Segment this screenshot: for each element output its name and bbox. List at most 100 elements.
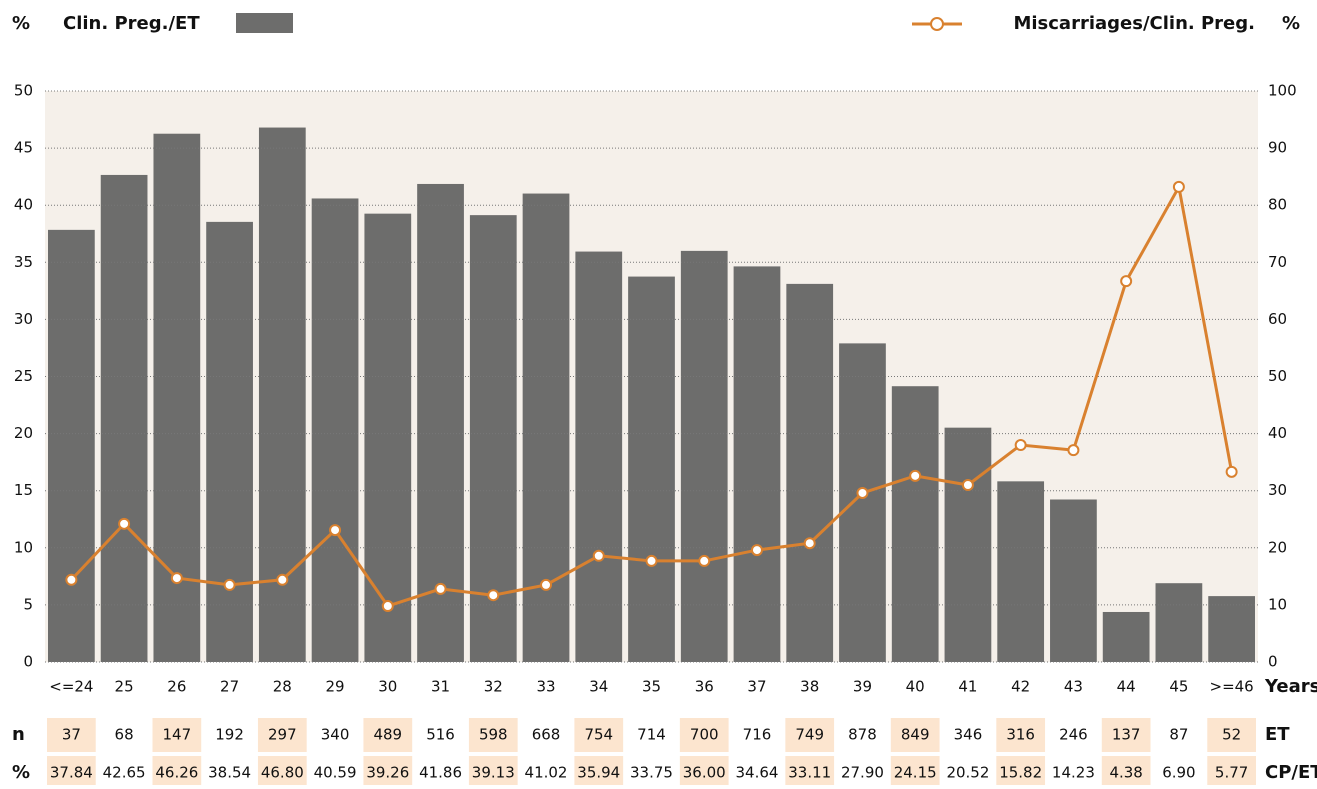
y-tick-label: 20 — [14, 424, 33, 442]
y2-tick-label: 20 — [1268, 538, 1287, 556]
table-cell: 37.84 — [50, 764, 93, 782]
table-cell: 35.94 — [577, 764, 620, 782]
legend-label: Miscarriages/Clin. Preg. — [1013, 13, 1255, 34]
line-marker — [1067, 444, 1080, 457]
y-tick-label: 15 — [14, 481, 33, 499]
y-tick-label: 40 — [14, 196, 33, 214]
table-row-label: n — [12, 724, 25, 745]
table-cell-bg — [574, 756, 624, 789]
legend-label: Clin. Preg./ET — [63, 13, 200, 34]
bar — [311, 198, 359, 662]
line-marker — [961, 478, 974, 491]
bar — [1050, 499, 1097, 662]
line-marker — [750, 544, 763, 557]
table-cell: 33.11 — [788, 764, 831, 782]
table-cell: 700 — [690, 726, 719, 744]
bar — [1155, 583, 1203, 662]
bar — [680, 250, 728, 662]
table-cell: 34.64 — [736, 764, 779, 782]
table-cell: 40.59 — [314, 764, 357, 782]
x-tick-label: 44 — [1117, 678, 1136, 696]
table-cell-bg — [1101, 756, 1151, 789]
line-marker — [329, 524, 342, 537]
y2-tick-label: 50 — [1268, 367, 1287, 385]
line-marker — [592, 549, 605, 562]
line-marker — [698, 554, 711, 567]
x-axis-label: Years — [1264, 676, 1317, 697]
table-row-label: % — [12, 762, 30, 783]
table-cell: 24.15 — [894, 764, 937, 782]
bar — [786, 283, 834, 662]
line-marker — [803, 537, 816, 550]
table-cell-bg — [363, 756, 413, 789]
bar — [733, 266, 781, 662]
table-cell: 5.77 — [1215, 764, 1248, 782]
x-tick-label: >=46 — [1210, 678, 1254, 696]
table-cell-bg — [363, 718, 413, 752]
line-marker — [1120, 275, 1133, 288]
x-tick-label: 26 — [167, 678, 186, 696]
table-cell: 4.38 — [1109, 764, 1142, 782]
table-cell: 849 — [901, 726, 930, 744]
table-cell: 15.82 — [999, 764, 1042, 782]
table-row-name: ET — [1265, 724, 1290, 745]
x-tick-label: <=24 — [49, 678, 93, 696]
x-tick-label: 33 — [536, 678, 555, 696]
legend-swatch — [236, 13, 293, 33]
x-tick-label: 27 — [220, 678, 239, 696]
table-cell-bg — [152, 718, 202, 752]
bar — [628, 276, 675, 662]
y-tick-label: 30 — [14, 310, 33, 328]
x-tick-label: 34 — [589, 678, 608, 696]
table-cell-bg — [257, 756, 307, 789]
line-marker — [540, 578, 553, 591]
bar — [997, 481, 1045, 662]
table-cell-bg — [574, 718, 624, 752]
bar — [1208, 596, 1255, 662]
bar — [891, 386, 939, 662]
table-cell-bg — [47, 718, 96, 752]
table-cell-bg — [785, 718, 835, 752]
y2-tick-label: 30 — [1268, 481, 1287, 499]
bar — [364, 213, 412, 662]
y-tick-label: 25 — [14, 367, 33, 385]
table-cell: 147 — [163, 726, 192, 744]
line-marker — [434, 582, 447, 595]
table-cell: 516 — [426, 726, 455, 744]
x-tick-label: 29 — [326, 678, 345, 696]
bar — [100, 174, 148, 662]
line-marker — [65, 573, 78, 586]
y-tick-label: 0 — [23, 653, 33, 671]
table-cell: 20.52 — [946, 764, 989, 782]
x-tick-label: 25 — [115, 678, 134, 696]
line-marker — [909, 469, 922, 482]
line-marker — [1172, 180, 1185, 193]
table-cell: 38.54 — [208, 764, 251, 782]
table-cell: 42.65 — [103, 764, 146, 782]
y2-tick-label: 0 — [1268, 653, 1278, 671]
line-marker — [118, 517, 131, 530]
table-cell: 52 — [1222, 726, 1241, 744]
bar — [469, 215, 517, 662]
table-cell: 878 — [848, 726, 877, 744]
table-cell: 340 — [321, 726, 350, 744]
table-cell: 316 — [1006, 726, 1035, 744]
y2-tick-label: 90 — [1268, 139, 1287, 157]
y-tick-label: 45 — [14, 139, 33, 157]
legend-marker — [930, 17, 944, 31]
line-marker — [170, 572, 183, 585]
y-tick-label: 50 — [14, 82, 33, 100]
y2-tick-label: 60 — [1268, 310, 1287, 328]
y-tick-label: 10 — [14, 538, 33, 556]
table-cell-bg — [679, 718, 729, 752]
table-cell-bg — [785, 756, 835, 789]
y2-axis-label: % — [1282, 13, 1300, 34]
y2-tick-label: 40 — [1268, 424, 1287, 442]
table-cell: 137 — [1112, 726, 1141, 744]
bar — [48, 229, 95, 663]
table-cell: 39.26 — [366, 764, 409, 782]
x-tick-label: 38 — [800, 678, 819, 696]
y2-tick-label: 80 — [1268, 196, 1287, 214]
table-cell: 68 — [115, 726, 134, 744]
